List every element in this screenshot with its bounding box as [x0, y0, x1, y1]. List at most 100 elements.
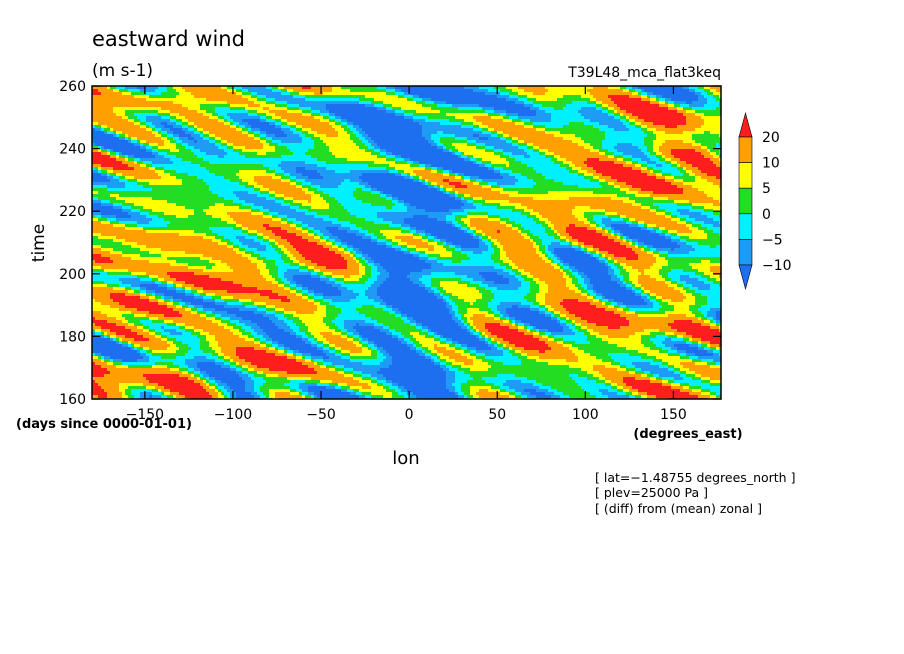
heatmap-cell: [467, 89, 471, 93]
heatmap-cell: [164, 92, 168, 96]
heatmap-cell: [329, 89, 333, 93]
heatmap-cell: [653, 98, 657, 102]
heatmap-cell: [431, 98, 435, 102]
heatmap-cell: [410, 92, 414, 96]
heatmap-cell: [677, 98, 681, 102]
heatmap-cell: [551, 89, 555, 93]
heatmap-cell: [374, 98, 378, 102]
heatmap-cell: [515, 89, 519, 93]
heatmap-cell: [308, 98, 312, 102]
heatmap-cell: [344, 98, 348, 102]
heatmap-cell: [413, 107, 417, 111]
heatmap-cell: [281, 98, 285, 102]
heatmap-cell: [452, 107, 456, 111]
heatmap-cell: [464, 104, 468, 108]
heatmap-cell: [185, 101, 189, 105]
heatmap-cell: [218, 107, 222, 111]
heatmap-cell: [452, 101, 456, 105]
heatmap-cell: [365, 95, 369, 99]
heatmap-cell: [557, 95, 561, 99]
heatmap-cell: [101, 89, 105, 93]
heatmap-cell: [521, 107, 525, 111]
heatmap-cell: [713, 92, 717, 96]
heatmap-cell: [320, 104, 324, 108]
heatmap-cell: [92, 98, 96, 102]
heatmap-cell: [500, 107, 504, 111]
heatmap-cell: [608, 86, 612, 90]
heatmap-cell: [350, 86, 354, 90]
heatmap-cell: [428, 104, 432, 108]
heatmap-cell: [713, 101, 717, 105]
heatmap-cell: [635, 101, 639, 105]
heatmap-cell: [329, 95, 333, 99]
heatmap-cell: [473, 86, 477, 90]
heatmap-cell: [146, 107, 150, 111]
heatmap-cell: [233, 101, 237, 105]
heatmap-cell: [269, 98, 273, 102]
heatmap-cell: [242, 101, 246, 105]
heatmap-cell: [275, 92, 279, 96]
heatmap-cell: [101, 98, 105, 102]
heatmap-cell: [503, 101, 507, 105]
heatmap-cell: [287, 86, 291, 90]
heatmap-cell: [275, 86, 279, 90]
heatmap-cell: [446, 89, 450, 93]
heatmap-cell: [593, 86, 597, 90]
heatmap-cell: [293, 98, 297, 102]
heatmap-cell: [284, 89, 288, 93]
heatmap-cell: [392, 107, 396, 111]
heatmap-cell: [671, 89, 675, 93]
heatmap-cell: [695, 89, 699, 93]
heatmap-cell: [380, 104, 384, 108]
heatmap-cell: [353, 104, 357, 108]
heatmap-cell: [326, 95, 330, 99]
heatmap-cell: [527, 95, 531, 99]
heatmap-cell: [311, 101, 315, 105]
heatmap-cell: [149, 101, 153, 105]
heatmap-cell: [548, 104, 552, 108]
heatmap-cell: [569, 104, 573, 108]
heatmap-cell: [176, 95, 180, 99]
heatmap-cell: [437, 92, 441, 96]
heatmap-cell: [383, 89, 387, 93]
heatmap-cell: [596, 92, 600, 96]
heatmap-cell: [545, 98, 549, 102]
heatmap-cell: [242, 89, 246, 93]
heatmap-cell: [344, 92, 348, 96]
heatmap-cell: [155, 104, 159, 108]
heatmap-cell: [461, 86, 465, 90]
heatmap-cell: [575, 98, 579, 102]
heatmap-cell: [497, 107, 501, 111]
heatmap-cell: [104, 89, 108, 93]
heatmap-cell: [131, 98, 135, 102]
heatmap-cell: [248, 107, 252, 111]
heatmap-cell: [671, 101, 675, 105]
heatmap-cell: [170, 92, 174, 96]
heatmap-cell: [341, 92, 345, 96]
heatmap-cell: [149, 98, 153, 102]
heatmap-cell: [650, 104, 654, 108]
heatmap-cell: [443, 104, 447, 108]
heatmap-cell: [701, 104, 705, 108]
heatmap-cell: [629, 98, 633, 102]
heatmap-cell: [677, 95, 681, 99]
heatmap-cell: [488, 98, 492, 102]
heatmap-cell: [473, 98, 477, 102]
heatmap-cell: [620, 101, 624, 105]
heatmap-cell: [518, 95, 522, 99]
heatmap-cell: [248, 101, 252, 105]
heatmap-cell: [422, 98, 426, 102]
heatmap-cell: [317, 101, 321, 105]
heatmap-cell: [395, 92, 399, 96]
heatmap-cell: [299, 89, 303, 93]
heatmap-cell: [296, 92, 300, 96]
heatmap-cell: [224, 92, 228, 96]
heatmap-cell: [251, 92, 255, 96]
heatmap-cell: [269, 92, 273, 96]
heatmap-cell: [512, 101, 516, 105]
heatmap-cell: [137, 104, 141, 108]
heatmap-cell: [335, 92, 339, 96]
heatmap-cell: [707, 86, 711, 90]
heatmap-cell: [566, 98, 570, 102]
heatmap-cell: [332, 95, 336, 99]
